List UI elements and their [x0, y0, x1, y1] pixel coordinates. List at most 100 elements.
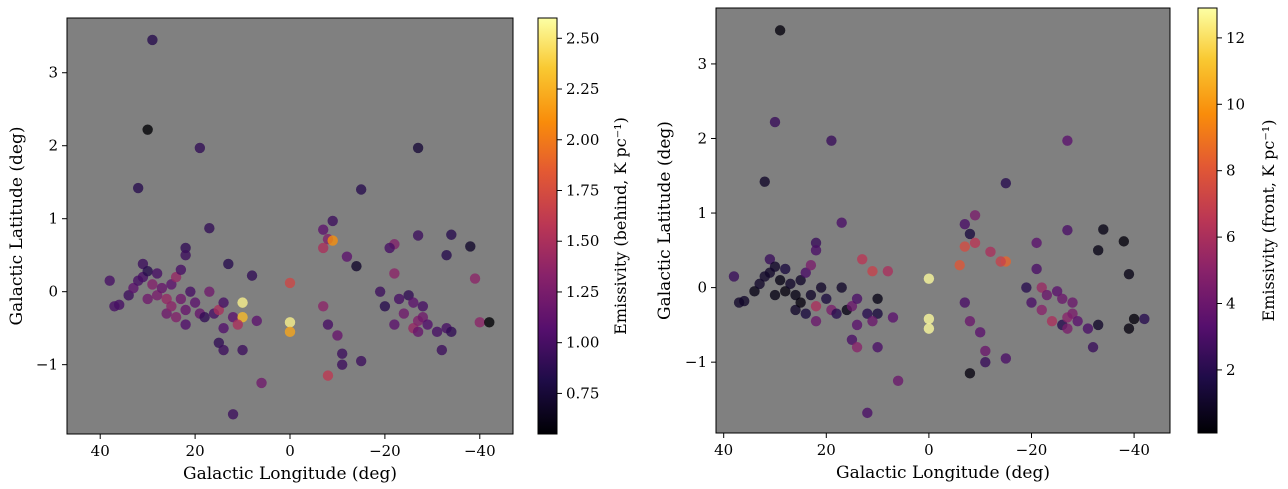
x-tick-label: −20	[1016, 441, 1048, 459]
x-tick-label: 40	[714, 441, 733, 459]
data-point	[980, 356, 991, 368]
data-point	[175, 293, 187, 305]
data-point	[142, 293, 153, 305]
data-point	[441, 249, 452, 261]
data-point	[393, 293, 405, 305]
data-point	[790, 304, 801, 316]
data-point	[417, 301, 429, 312]
plot-area	[716, 8, 1170, 433]
data-point	[284, 317, 296, 328]
data-point	[800, 267, 811, 278]
data-point	[327, 235, 338, 246]
data-point	[836, 217, 847, 228]
data-point	[923, 323, 935, 334]
y-axis-label: Galactic Latitude (deg)	[7, 127, 27, 326]
data-point	[256, 377, 267, 389]
data-point	[446, 229, 457, 240]
data-point	[474, 317, 485, 328]
data-point	[815, 282, 827, 293]
data-point	[327, 215, 338, 227]
data-point	[810, 237, 822, 249]
y-tick-label: 2	[697, 129, 707, 147]
data-point	[969, 210, 981, 221]
data-point	[959, 241, 971, 252]
colorbar-tick-label: 2.25	[566, 80, 599, 98]
colorbar-tick-label: 2	[1226, 361, 1236, 379]
data-point	[355, 355, 367, 367]
data-point	[355, 184, 367, 195]
data-point	[1051, 286, 1063, 297]
data-point	[446, 326, 457, 338]
data-point	[964, 368, 976, 379]
data-point	[867, 315, 878, 327]
x-tick-label: 0	[924, 441, 934, 459]
colorbar-tick-label: 1.25	[566, 283, 599, 301]
data-point	[218, 344, 229, 356]
data-point	[1036, 304, 1047, 316]
data-point	[872, 293, 883, 304]
data-point	[246, 270, 258, 281]
colorbar-tick-label: 2.50	[566, 29, 599, 47]
data-point	[322, 319, 334, 330]
data-point	[384, 242, 395, 254]
data-point	[980, 345, 991, 357]
data-point	[1123, 268, 1135, 280]
data-point	[484, 317, 495, 328]
data-point	[180, 249, 191, 261]
data-point	[785, 278, 796, 290]
data-point	[465, 241, 476, 252]
colorbar-tick-label: 6	[1226, 228, 1236, 246]
data-point	[810, 245, 822, 256]
data-point	[1031, 237, 1042, 249]
colorbar-tick-label: 1.75	[566, 181, 599, 199]
data-point	[332, 330, 343, 341]
data-point	[1000, 353, 1012, 364]
y-axis-label: Galactic Latitude (deg)	[655, 121, 675, 320]
x-axis-label: Galactic Longitude (deg)	[183, 464, 397, 484]
data-point	[780, 286, 791, 297]
data-point	[227, 409, 239, 420]
data-point	[436, 344, 448, 356]
data-point	[769, 289, 781, 301]
colorbar	[1197, 7, 1218, 434]
data-point	[831, 308, 842, 319]
data-point	[251, 315, 262, 327]
x-tick-label: −20	[369, 442, 401, 460]
data-point	[892, 375, 904, 387]
data-point	[336, 348, 348, 359]
colorbar	[537, 17, 558, 435]
data-point	[774, 274, 786, 286]
colorbar-tick-label: 12	[1226, 29, 1245, 47]
data-point	[923, 273, 935, 284]
colorbar-tick-label: 10	[1226, 95, 1245, 113]
data-point	[959, 219, 971, 230]
data-point	[341, 251, 353, 262]
data-point	[826, 135, 837, 146]
data-point	[142, 266, 153, 277]
x-tick-label: 40	[91, 442, 110, 460]
data-point	[1041, 289, 1053, 301]
x-axis-label: Galactic Longitude (deg)	[836, 463, 1050, 483]
data-point	[284, 277, 296, 289]
y-tick-label: −1	[685, 353, 707, 371]
data-point	[218, 297, 229, 308]
data-point	[104, 275, 115, 286]
data-point	[422, 319, 433, 330]
data-point	[185, 286, 196, 297]
data-point	[790, 289, 801, 301]
data-point	[872, 308, 883, 319]
axes-frame	[715, 7, 1171, 434]
data-point	[142, 124, 153, 135]
data-point	[408, 297, 419, 308]
x-tick-label: 0	[285, 442, 295, 460]
data-point	[1067, 297, 1078, 308]
data-point	[749, 286, 760, 297]
data-point	[170, 312, 182, 323]
data-point	[1057, 293, 1068, 304]
data-point	[351, 260, 362, 272]
data-point	[1036, 282, 1047, 293]
data-point	[887, 312, 899, 323]
data-point	[180, 242, 191, 254]
data-point	[132, 182, 144, 194]
x-tick-label: 20	[186, 442, 205, 460]
